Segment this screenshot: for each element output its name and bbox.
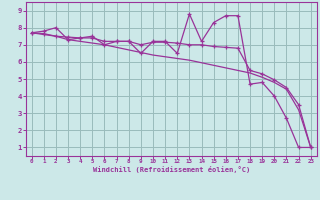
X-axis label: Windchill (Refroidissement éolien,°C): Windchill (Refroidissement éolien,°C)	[92, 166, 250, 173]
